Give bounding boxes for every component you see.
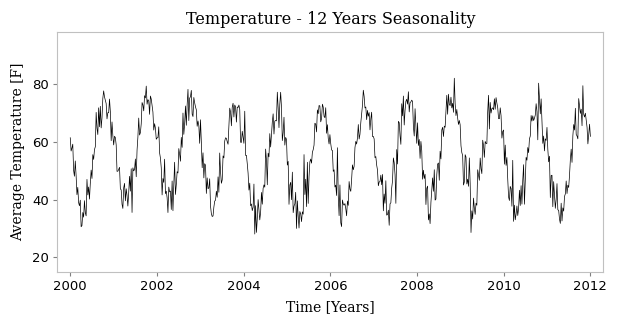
Y-axis label: Average Temperature [F]: Average Temperature [F] [11,63,25,241]
Title: Temperature - 12 Years Seasonality: Temperature - 12 Years Seasonality [185,11,475,28]
X-axis label: Time [Years]: Time [Years] [286,300,374,314]
